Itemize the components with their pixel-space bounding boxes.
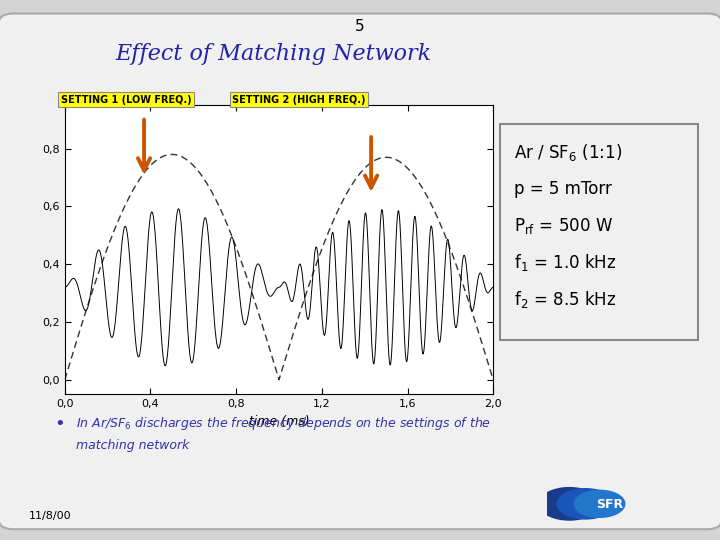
Circle shape [539, 488, 600, 520]
Text: 11/8/00: 11/8/00 [29, 511, 71, 521]
Text: In Ar/SF$_6$ discharges the frequency depends on the settings of the: In Ar/SF$_6$ discharges the frequency de… [76, 415, 491, 433]
Circle shape [557, 489, 613, 519]
Text: •: • [54, 415, 65, 433]
Text: f$_2$ = 8.5 kHz: f$_2$ = 8.5 kHz [514, 289, 616, 309]
Text: f$_1$ = 1.0 kHz: f$_1$ = 1.0 kHz [514, 252, 616, 273]
Text: matching network: matching network [76, 439, 189, 452]
Text: SFR: SFR [596, 498, 624, 511]
Text: SETTING 2 (HIGH FREQ.): SETTING 2 (HIGH FREQ.) [232, 95, 366, 105]
X-axis label: time (ms): time (ms) [248, 415, 310, 428]
Circle shape [575, 490, 625, 517]
Text: Effect of Matching Network: Effect of Matching Network [115, 43, 432, 65]
Text: 5: 5 [355, 19, 365, 34]
Text: P$_{\mathregular{rf}}$ = 500 W: P$_{\mathregular{rf}}$ = 500 W [514, 215, 613, 236]
Text: Ar / SF$_6$ (1:1): Ar / SF$_6$ (1:1) [514, 142, 622, 163]
Text: SETTING 1 (LOW FREQ.): SETTING 1 (LOW FREQ.) [60, 95, 192, 105]
Text: p = 5 mTorr: p = 5 mTorr [514, 180, 612, 198]
